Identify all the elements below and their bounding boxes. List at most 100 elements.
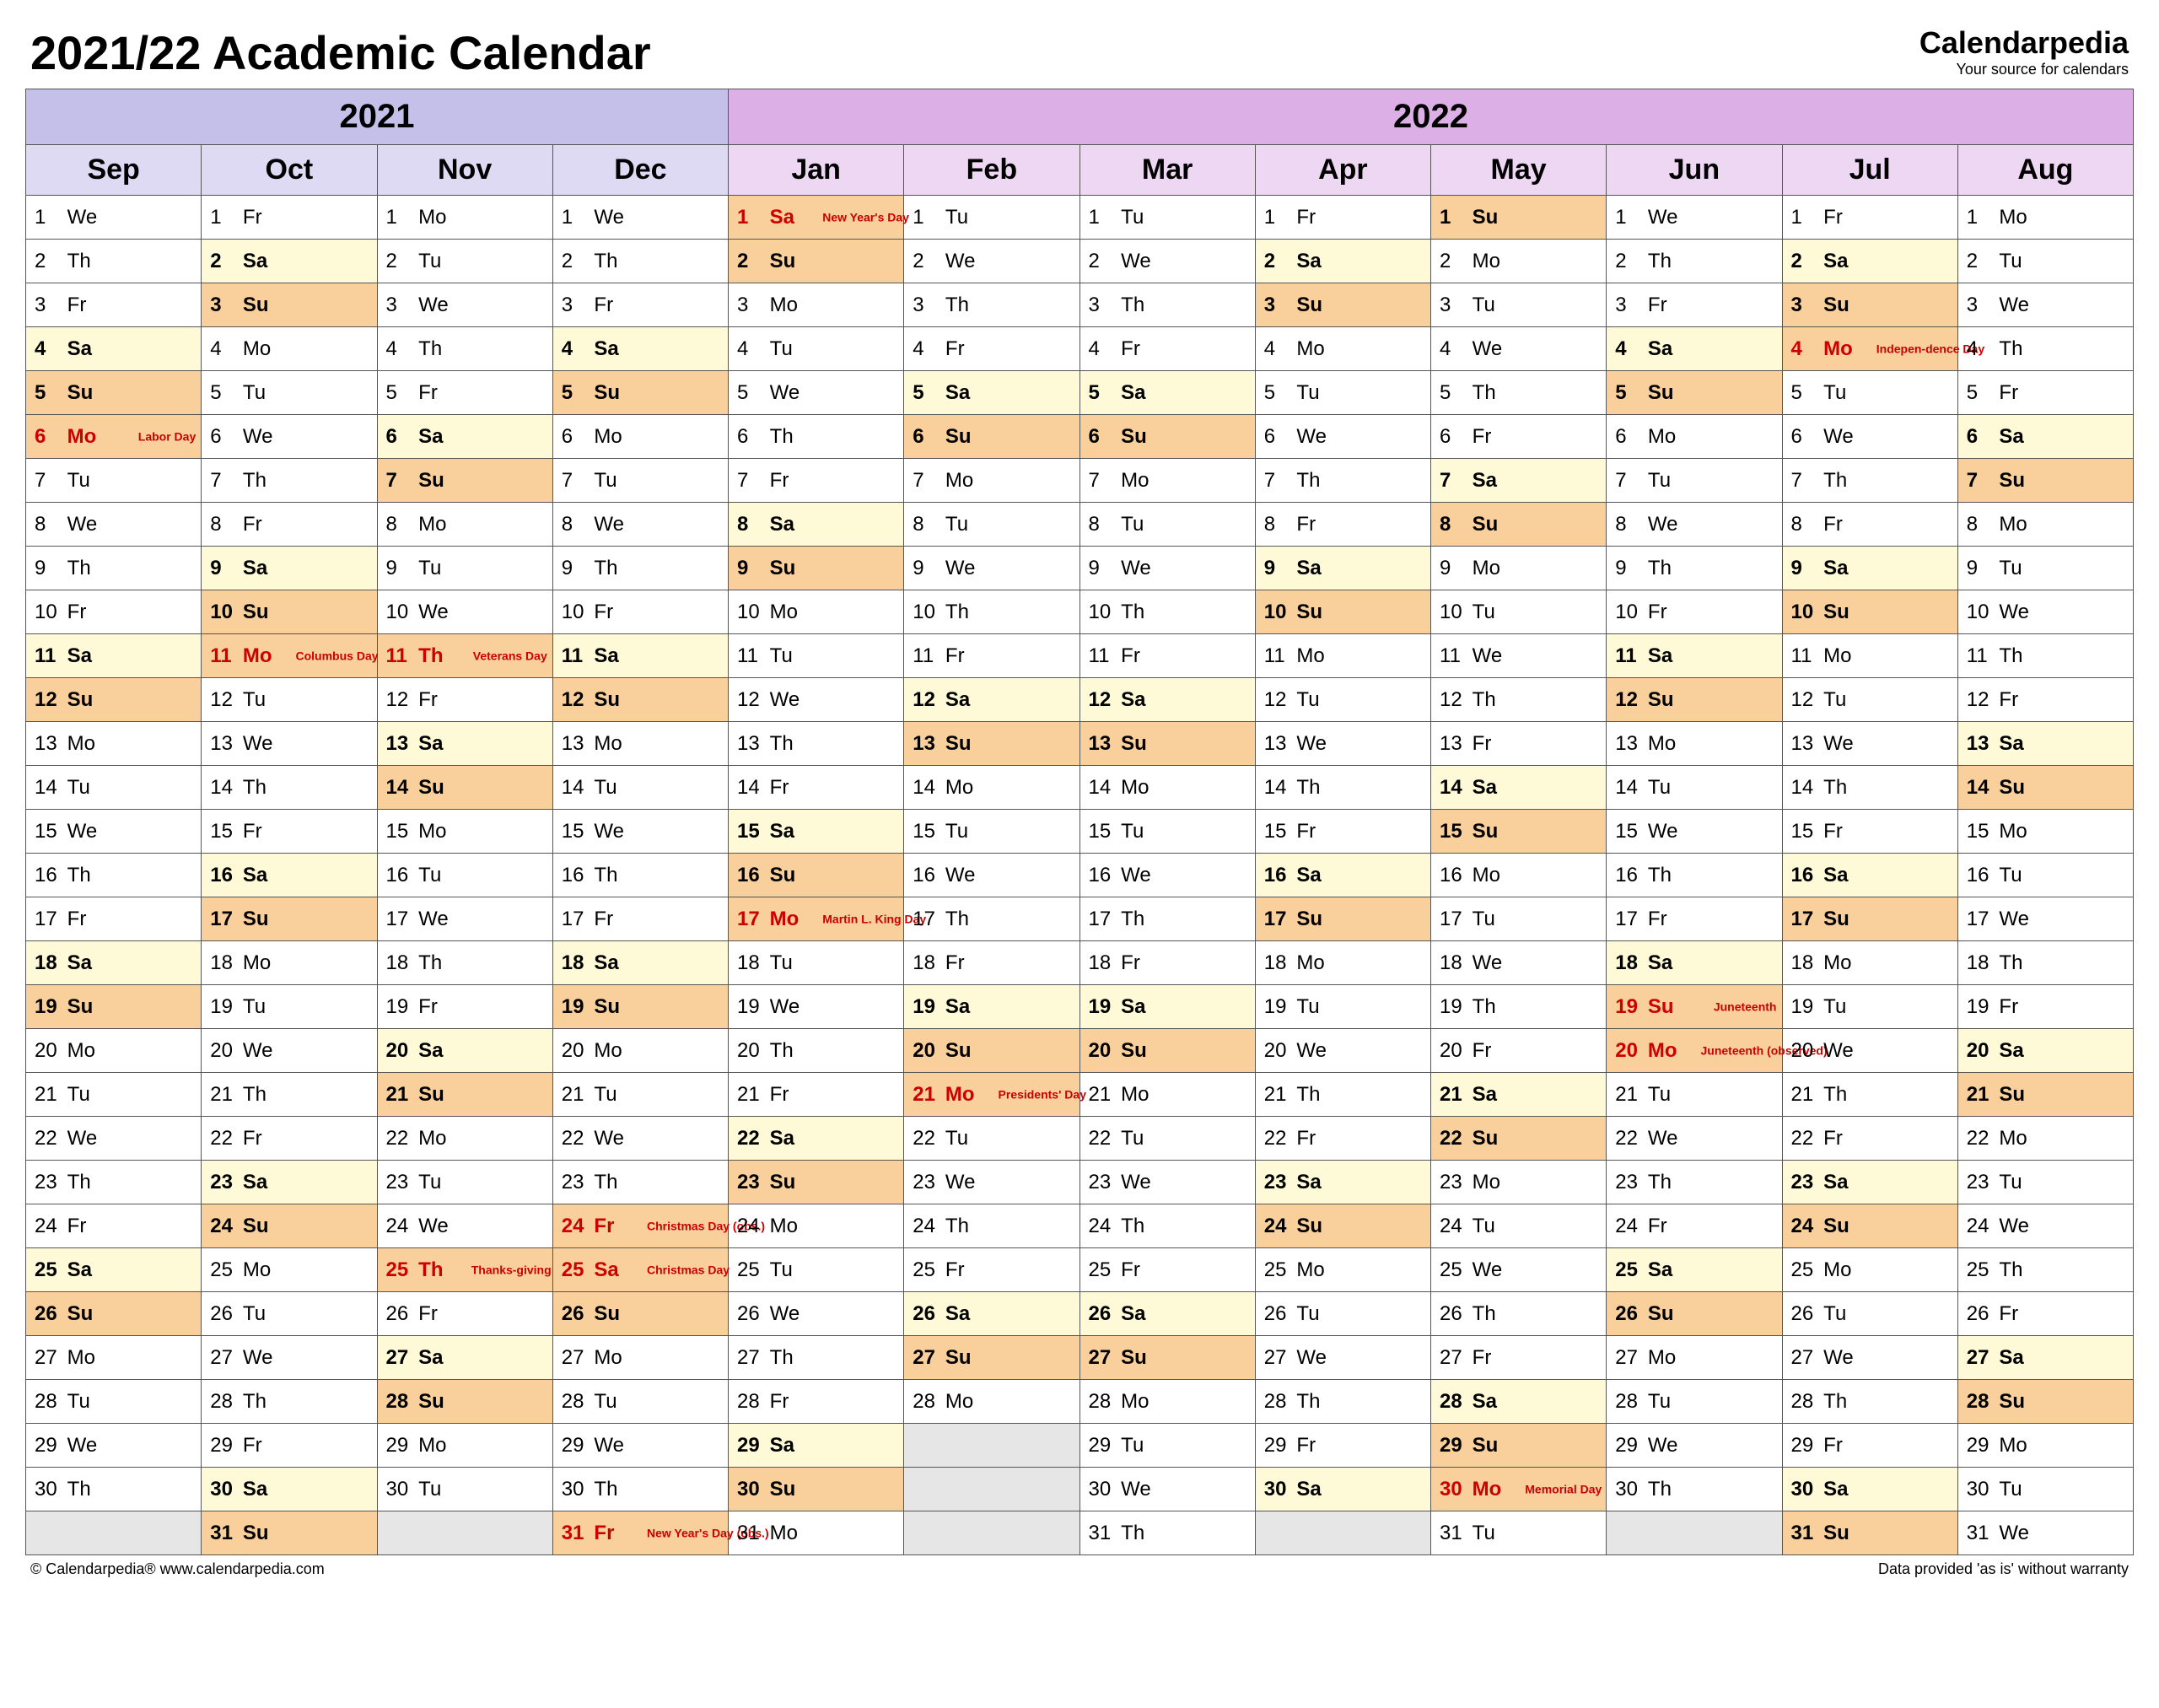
cell-Feb-11: 11 Fr [904, 634, 1080, 678]
day-of-week: Su [418, 776, 444, 800]
cell-Mar-5: 5 Sa [1080, 371, 1255, 415]
day-of-week: Th [1999, 951, 2022, 975]
day-number: 6 [562, 425, 589, 449]
day-number: 2 [1264, 250, 1291, 273]
day-number: 19 [1615, 995, 1642, 1019]
day-number: 8 [1791, 513, 1818, 536]
day-of-week: Th [1121, 908, 1144, 931]
header: 2021/22 Academic Calendar Calendarpedia … [25, 25, 2134, 89]
day-number: 28 [1615, 1390, 1642, 1414]
day-of-week: Su [1121, 1346, 1147, 1370]
day-number: 4 [1089, 337, 1116, 361]
day-number: 19 [386, 995, 413, 1019]
day-of-week: We [1823, 425, 1854, 449]
day-number: 1 [210, 206, 237, 229]
day-of-week: Mo [1473, 1171, 1500, 1194]
day-of-week: Su [1999, 776, 2025, 800]
day-of-week: We [243, 1039, 273, 1063]
cell-Dec-10: 10 Fr [552, 590, 728, 634]
cell-Sep-7: 7 Tu [26, 459, 202, 503]
day-of-week: Tu [1473, 294, 1495, 317]
cell-Feb-10: 10 Th [904, 590, 1080, 634]
cell-Dec-20: 20 Mo [552, 1029, 728, 1073]
day-number: 17 [1615, 908, 1642, 931]
day-number: 16 [1264, 864, 1291, 887]
day-of-week: Sa [1121, 381, 1145, 405]
day-number: 16 [737, 864, 764, 887]
day-number: 8 [35, 513, 62, 536]
day-of-week: Sa [1999, 1346, 2023, 1370]
day-of-week: Th [1121, 1215, 1144, 1238]
day-row-2: 2 Th2 Sa2 Tu2 Th2 Su2 We2 We2 Sa2 Mo2 Th… [26, 240, 2134, 283]
day-row-3: 3 Fr3 Su3 We3 Fr3 Mo3 Th3 Th3 Su3 Tu3 Fr… [26, 283, 2134, 327]
day-of-week: Th [418, 337, 442, 361]
day-number: 11 [562, 644, 589, 668]
cell-Jul-9: 9 Sa [1782, 547, 1957, 590]
day-of-week: Sa [67, 337, 92, 361]
day-of-week: Th [1121, 294, 1144, 317]
cell-Oct-6: 6 We [202, 415, 377, 459]
cell-Nov-19: 19 Fr [377, 985, 552, 1029]
day-number: 18 [1615, 951, 1642, 975]
day-number: 6 [1615, 425, 1642, 449]
day-of-week: Th [770, 425, 794, 449]
day-number: 25 [1615, 1258, 1642, 1282]
cell-May-7: 7 Sa [1431, 459, 1607, 503]
cell-Jan-5: 5 We [729, 371, 904, 415]
cell-Jan-24: 24 Mo [729, 1204, 904, 1248]
day-of-week: Sa [770, 513, 794, 536]
cell-Dec-11: 11 Sa [552, 634, 728, 678]
day-number: 9 [1615, 557, 1642, 580]
day-of-week: We [1121, 1478, 1151, 1501]
cell-Sep-10: 10 Fr [26, 590, 202, 634]
day-number: 7 [1089, 469, 1116, 493]
day-number: 18 [737, 951, 764, 975]
day-of-week: Th [243, 1083, 267, 1107]
day-number: 31 [1967, 1522, 1994, 1545]
holiday-label: Thanks-giving Day [471, 1263, 547, 1276]
day-number: 3 [562, 294, 589, 317]
cell-Oct-15: 15 Fr [202, 810, 377, 854]
cell-Aug-1: 1 Mo [1957, 196, 2133, 240]
day-of-week: Fr [418, 1302, 438, 1326]
cell-Dec-2: 2 Th [552, 240, 728, 283]
day-number: 31 [1791, 1522, 1818, 1545]
day-row-17: 17 Fr17 Su17 We17 Fr17 MoMartin L. King … [26, 897, 2134, 941]
day-number: 6 [35, 425, 62, 449]
day-number: 17 [210, 908, 237, 931]
cell-Aug-3: 3 We [1957, 283, 2133, 327]
cell-Nov-21: 21 Su [377, 1073, 552, 1117]
cell-Feb-19: 19 Sa [904, 985, 1080, 1029]
day-number: 12 [1967, 688, 1994, 712]
day-number: 29 [35, 1434, 62, 1457]
day-of-week: Mo [1999, 206, 2027, 229]
cell-Jan-15: 15 Sa [729, 810, 904, 854]
cell-Apr-26: 26 Tu [1255, 1292, 1430, 1336]
cell-May-29: 29 Su [1431, 1424, 1607, 1468]
day-of-week: Mo [67, 732, 95, 756]
cell-Jul-18: 18 Mo [1782, 941, 1957, 985]
holiday-label: Presidents' Day [999, 1088, 1074, 1101]
cell-Oct-10: 10 Su [202, 590, 377, 634]
day-number: 24 [1615, 1215, 1642, 1238]
day-number: 1 [1791, 206, 1818, 229]
day-of-week: Th [67, 1478, 91, 1501]
day-of-week: We [1823, 1039, 1854, 1063]
day-of-week: Su [770, 557, 796, 580]
day-of-week: Th [594, 250, 617, 273]
cell-Aug-18: 18 Th [1957, 941, 2133, 985]
day-number: 23 [1967, 1171, 1994, 1194]
day-number: 20 [1089, 1039, 1116, 1063]
day-number: 23 [1089, 1171, 1116, 1194]
day-number: 31 [1440, 1522, 1467, 1545]
day-number: 17 [35, 908, 62, 931]
day-of-week: Fr [1296, 513, 1316, 536]
day-of-week: Mo [945, 469, 973, 493]
day-number: 29 [1440, 1434, 1467, 1457]
cell-Dec-7: 7 Tu [552, 459, 728, 503]
cell-Nov-29: 29 Mo [377, 1424, 552, 1468]
day-of-week: Th [1473, 381, 1496, 405]
day-of-week: Su [1121, 425, 1147, 449]
cell-Jul-17: 17 Su [1782, 897, 1957, 941]
holiday-label: Christmas Day (obs.) [647, 1220, 723, 1232]
